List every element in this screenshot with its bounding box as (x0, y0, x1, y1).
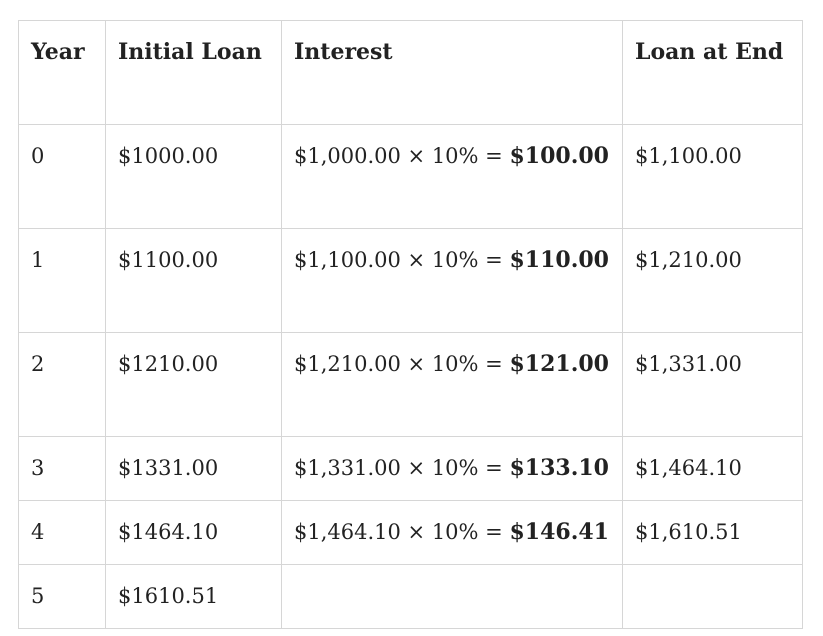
compound-interest-table: Year Initial Loan Interest Loan at End 0… (18, 20, 803, 629)
interest-cell: $1,210.00 × 10% = $121.00 (281, 332, 623, 437)
table-row: 0 $1000.00 $1,000.00 × 10% = $100.00 $1,… (18, 124, 803, 229)
interest-cell: $1,331.00 × 10% = $133.10 (281, 436, 623, 501)
header-year: Year (18, 20, 106, 125)
year-cell: 2 (18, 332, 106, 437)
initial-loan-cell: $1331.00 (105, 436, 282, 501)
interest-result: $133.10 (509, 455, 609, 481)
loan-at-end-cell: $1,464.10 (622, 436, 803, 501)
table-row: 5 $1610.51 (18, 564, 803, 629)
initial-loan-cell: $1464.10 (105, 500, 282, 565)
interest-expression: $1,000.00 × 10% = (294, 144, 503, 168)
loan-at-end-cell: $1,610.51 (622, 500, 803, 565)
header-initial-loan: Initial Loan (105, 20, 282, 125)
initial-loan-cell: $1100.00 (105, 228, 282, 333)
interest-result: $110.00 (509, 247, 609, 273)
interest-cell: $1,464.10 × 10% = $146.41 (281, 500, 623, 565)
interest-result: $121.00 (509, 351, 609, 377)
interest-result: $100.00 (509, 143, 609, 169)
table-row: 4 $1464.10 $1,464.10 × 10% = $146.41 $1,… (18, 500, 803, 565)
loan-at-end-cell: $1,100.00 (622, 124, 803, 229)
table-row: 2 $1210.00 $1,210.00 × 10% = $121.00 $1,… (18, 332, 803, 437)
initial-loan-cell: $1210.00 (105, 332, 282, 437)
interest-expression: $1,464.10 × 10% = (294, 520, 503, 544)
interest-cell (281, 564, 623, 629)
header-interest: Interest (281, 20, 623, 125)
interest-result: $146.41 (509, 519, 609, 545)
interest-cell: $1,100.00 × 10% = $110.00 (281, 228, 623, 333)
interest-expression: $1,210.00 × 10% = (294, 352, 503, 376)
interest-expression: $1,100.00 × 10% = (294, 248, 503, 272)
year-cell: 5 (18, 564, 106, 629)
initial-loan-cell: $1610.51 (105, 564, 282, 629)
table-row: 1 $1100.00 $1,100.00 × 10% = $110.00 $1,… (18, 228, 803, 333)
year-cell: 0 (18, 124, 106, 229)
loan-at-end-cell (622, 564, 803, 629)
interest-cell: $1,000.00 × 10% = $100.00 (281, 124, 623, 229)
interest-expression: $1,331.00 × 10% = (294, 456, 503, 480)
table-header-row: Year Initial Loan Interest Loan at End (18, 20, 803, 125)
loan-at-end-cell: $1,210.00 (622, 228, 803, 333)
initial-loan-cell: $1000.00 (105, 124, 282, 229)
table-row: 3 $1331.00 $1,331.00 × 10% = $133.10 $1,… (18, 436, 803, 501)
year-cell: 4 (18, 500, 106, 565)
year-cell: 3 (18, 436, 106, 501)
loan-at-end-cell: $1,331.00 (622, 332, 803, 437)
header-loan-at-end: Loan at End (622, 20, 803, 125)
year-cell: 1 (18, 228, 106, 333)
